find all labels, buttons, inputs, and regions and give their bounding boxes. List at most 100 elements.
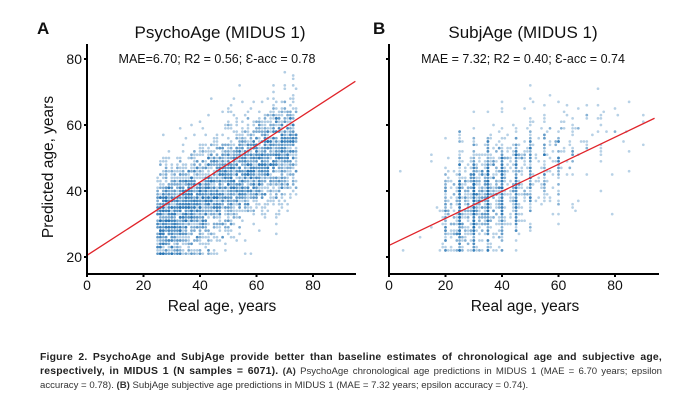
scatter-point [469, 156, 473, 160]
scatter-point [184, 252, 188, 256]
scatter-point [173, 225, 176, 229]
scatter-point [506, 192, 509, 196]
scatter-point [173, 189, 176, 193]
scatter-point [274, 120, 278, 124]
scatter-point [483, 143, 487, 147]
scatter-point [517, 143, 521, 147]
scatter-point [286, 153, 289, 157]
scatter-point [255, 202, 258, 206]
scatter-point [255, 176, 258, 180]
scatter-point [266, 173, 270, 176]
scatter-point [173, 229, 176, 232]
scatter-point [260, 179, 264, 183]
scatter-point [263, 163, 267, 166]
scatter-point [224, 143, 227, 147]
scatter-point [181, 225, 185, 229]
scatter-point [184, 199, 188, 203]
scatter-point [198, 176, 202, 180]
scatter-point [252, 163, 256, 166]
scatter-point [173, 216, 176, 219]
scatter-point [178, 196, 182, 199]
scatter-point [452, 209, 456, 213]
scatter-point [269, 153, 272, 157]
scatter-point [198, 206, 202, 209]
scatter-point [246, 199, 250, 203]
scatter-point [232, 150, 236, 153]
scatter-point [511, 189, 515, 193]
scatter-point [226, 143, 230, 147]
scatter-point [184, 196, 188, 199]
scatter-point [187, 219, 191, 223]
scatter-point [557, 192, 560, 196]
scatter-point [500, 209, 504, 213]
scatter-point [161, 249, 165, 252]
scatter-point [266, 173, 270, 176]
scatter-point [156, 192, 159, 196]
scatter-point [283, 146, 287, 150]
scatter-point [232, 166, 236, 170]
scatter-point [435, 206, 439, 209]
scatter-point [475, 169, 478, 173]
scatter-point [207, 156, 210, 160]
scatter-point [173, 179, 176, 183]
scatter-point [215, 252, 219, 256]
scatter-point [167, 232, 171, 236]
scatter-point [441, 222, 445, 226]
scatter-point [159, 252, 162, 256]
scatter-point [565, 113, 569, 117]
scatter-point [492, 173, 495, 176]
scatter-point [164, 252, 168, 256]
scatter-point [283, 84, 287, 87]
scatter-point [441, 209, 445, 213]
scatter-point [472, 126, 476, 130]
scatter-point [229, 169, 233, 173]
scatter-point [596, 87, 600, 91]
scatter-point [255, 196, 258, 199]
scatter-point [475, 209, 478, 213]
scatter-point [548, 126, 552, 130]
scatter-point [215, 189, 219, 193]
scatter-point [195, 219, 199, 223]
scatter-point [161, 232, 165, 236]
scatter-point [178, 183, 182, 186]
scatter-point [173, 202, 176, 206]
scatter-point [540, 186, 543, 190]
scatter-point [238, 202, 241, 206]
scatter-point [458, 202, 461, 206]
scatter-point [274, 176, 278, 180]
scatter-point [266, 202, 270, 206]
x-tick-label: 60 [551, 277, 567, 293]
scatter-point [224, 156, 227, 160]
scatter-point [243, 189, 247, 193]
scatter-point [224, 219, 227, 223]
scatter-point [283, 120, 287, 124]
scatter-point [238, 166, 241, 170]
scatter-point [291, 136, 295, 140]
scatter-point [173, 209, 176, 213]
scatter-point [232, 192, 236, 196]
scatter-point [280, 133, 284, 137]
scatter-point [257, 120, 261, 124]
scatter-point [257, 179, 261, 183]
scatter-point [246, 159, 250, 163]
scatter-point [229, 206, 233, 209]
scatter-point [226, 225, 230, 229]
scatter-point [497, 130, 501, 133]
scatter-point [232, 199, 236, 203]
scatter-point [266, 166, 270, 170]
scatter-point [232, 156, 236, 160]
scatter-point [207, 163, 210, 166]
scatter-point [181, 222, 185, 226]
scatter-point [528, 153, 532, 157]
scatter-point [283, 133, 287, 137]
scatter-point [255, 120, 258, 124]
scatter-point [252, 140, 256, 143]
scatter-point [178, 225, 182, 229]
scatter-point [226, 183, 230, 186]
scatter-point [263, 169, 267, 173]
scatter-point [289, 153, 292, 157]
scatter-point [178, 202, 182, 206]
scatter-point [215, 196, 219, 199]
scatter-point [585, 103, 589, 107]
scatter-point [257, 176, 261, 180]
